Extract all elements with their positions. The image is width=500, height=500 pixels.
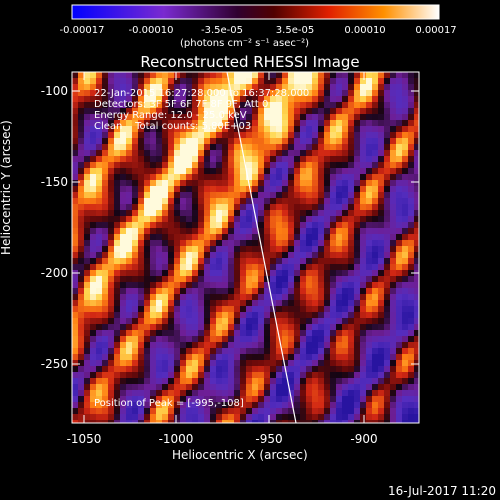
colorbar xyxy=(71,4,440,20)
colorbar-tick: 3.5e-05 xyxy=(275,25,315,36)
x-tick-label: -950 xyxy=(255,432,283,446)
y-tick-label: -150 xyxy=(40,175,68,189)
solar-limb-line xyxy=(226,71,297,424)
y-tick-label: -250 xyxy=(40,357,68,371)
info-counts: Clean Total counts: 5.80E+03 xyxy=(94,121,252,132)
colorbar-tick: -3.5e-05 xyxy=(201,25,243,36)
colorbar-tick: 0.00017 xyxy=(415,25,457,36)
colorbar-tick: -0.00010 xyxy=(128,25,174,36)
y-tick-label: -200 xyxy=(40,266,68,280)
colorbar-tick: -0.00017 xyxy=(59,25,105,36)
heatmap-image xyxy=(72,72,419,423)
y-axis-label: Heliocentric Y (arcsec) xyxy=(0,120,13,255)
colorbar-units-label: (photons cm⁻² s⁻¹ asec⁻²) xyxy=(180,38,310,49)
x-tick-label: -1050 xyxy=(66,432,102,446)
colorbar-tick: 0.00010 xyxy=(344,25,386,36)
x-tick-label: -900 xyxy=(350,432,378,446)
x-axis-label: Heliocentric X (arcsec) xyxy=(172,448,308,462)
info-energy-range: Energy Range: 12.0 - 25.0 keV xyxy=(94,110,247,121)
y-tick-label: -100 xyxy=(40,84,68,98)
axis-ticks xyxy=(72,72,419,423)
image-title: Reconstructed RHESSI Image xyxy=(140,53,360,71)
peak-position-label: Position of Peak = [-995,-108] xyxy=(94,398,244,409)
info-time-range: 22-Jan-2015 16:27:28.000 to 16:37:28.000 xyxy=(94,88,310,99)
info-detectors: Detectors: 3F 5F 6F 7F 8F 9F, Att 0 xyxy=(94,99,269,110)
x-tick-label: -1000 xyxy=(158,432,194,446)
footer-timestamp: 16-Jul-2017 11:20 xyxy=(387,484,496,498)
plot-frame xyxy=(71,71,420,424)
